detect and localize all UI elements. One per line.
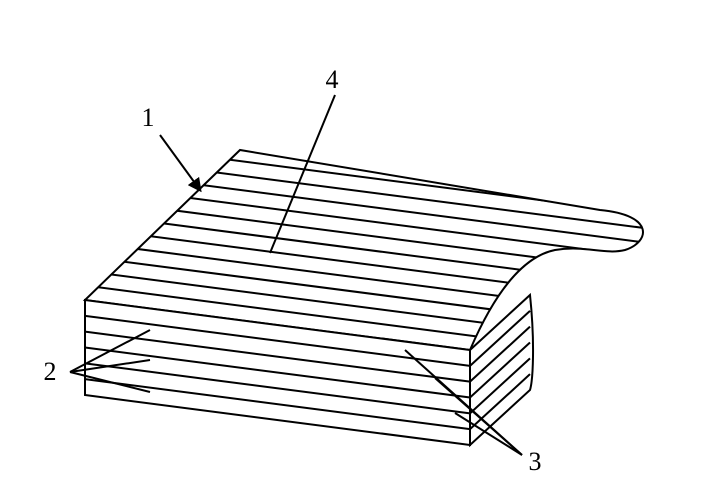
- layered-slab: [0, 107, 709, 446]
- callout-4: 4: [326, 65, 339, 94]
- callout-3: 3: [529, 447, 542, 476]
- callout-2: 2: [44, 357, 57, 386]
- leader-1-arrow: [160, 135, 200, 190]
- callout-1: 1: [142, 103, 155, 132]
